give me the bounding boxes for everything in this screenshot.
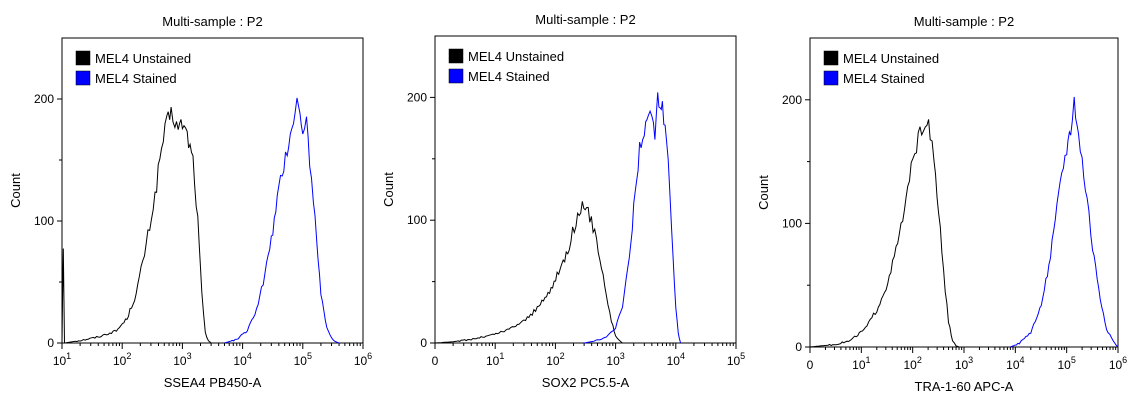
x-axis-label: SSEA4 PB450-A (164, 375, 262, 390)
x-tick-label: 102 (113, 351, 131, 368)
x-axis-label: SOX2 PC5.5-A (542, 375, 630, 390)
x-tick-label: 101 (486, 351, 504, 368)
plot-frame (61, 37, 364, 344)
legend-swatch (75, 50, 91, 66)
series-line-unstained (434, 201, 623, 344)
y-axis-label: Count (381, 172, 396, 207)
y-tick-label: 200 (34, 92, 54, 106)
y-axis-label: Count (756, 175, 771, 210)
x-tick-label: 102 (546, 351, 564, 368)
histogram-ssea4: Multi-sample : P2 0 100 200 Count 101 102 103 10… (8, 14, 372, 390)
x-tick-label: 104 (233, 351, 251, 368)
x-tick-label: 105 (1057, 355, 1075, 372)
legend-label: MEL4 Stained (468, 69, 550, 84)
x-tick-label: 102 (903, 355, 921, 372)
x-tick-label: 106 (354, 351, 372, 368)
x-tick-label: 105 (727, 351, 745, 368)
y-tick-label: 0 (420, 336, 427, 350)
x-tick-label: 0 (432, 354, 439, 368)
x-tick-label: 103 (955, 355, 973, 372)
x-axis-label: TRA-1-60 APC-A (915, 379, 1014, 394)
y-tick-label: 100 (782, 216, 802, 230)
series-line-stained (224, 97, 340, 344)
legend-swatch (823, 50, 839, 66)
legend-label: MEL4 Stained (843, 71, 925, 86)
histogram-panel-tra160: Multi-sample : P2 0 100 200 Count 0 101 102 103 1… (756, 0, 1133, 397)
chart-title: Multi-sample : P2 (535, 12, 635, 27)
legend-swatch (75, 70, 91, 86)
legend-swatch (448, 48, 464, 64)
y-tick-label: 200 (782, 93, 802, 107)
y-tick-label: 0 (47, 336, 54, 350)
series-line-stained (1010, 96, 1119, 348)
y-tick-label: 0 (795, 340, 802, 354)
x-tick-label: 104 (667, 351, 685, 368)
chart-title: Multi-sample : P2 (162, 14, 262, 29)
histogram-sox2: Multi-sample : P2 0 100 200 Count 0 101 102 103 1… (381, 12, 745, 390)
legend-swatch (448, 68, 464, 84)
series-line-unstained (61, 107, 212, 344)
y-tick-label: 100 (407, 213, 427, 227)
x-tick-label: 106 (1109, 355, 1127, 372)
histogram-panel-sox2: Multi-sample : P2 0 100 200 Count 0 101 102 103 1… (375, 0, 757, 397)
legend-label: MEL4 Unstained (468, 49, 564, 64)
y-tick-label: 100 (34, 214, 54, 228)
legend-label: MEL4 Stained (95, 71, 177, 86)
series-line-unstained (809, 119, 960, 348)
x-tick-label: 103 (173, 351, 191, 368)
y-tick-label: 200 (407, 90, 427, 104)
x-tick-label: 103 (606, 351, 624, 368)
x-tick-label: 101 (852, 355, 870, 372)
x-tick-label: 0 (807, 358, 814, 372)
histogram-panel-ssea4: Multi-sample : P2 0 100 200 Count 101 102 103 10… (0, 0, 375, 397)
histogram-tra160: Multi-sample : P2 0 100 200 Count 0 101 102 103 1… (756, 14, 1127, 394)
x-tick-label: 101 (53, 351, 71, 368)
x-tick-label: 104 (1006, 355, 1024, 372)
chart-title: Multi-sample : P2 (914, 14, 1014, 29)
legend-label: MEL4 Unstained (843, 51, 939, 66)
legend-label: MEL4 Unstained (95, 51, 191, 66)
x-tick-label: 105 (294, 351, 312, 368)
y-axis-label: Count (8, 173, 23, 208)
series-line-stained (584, 92, 682, 344)
legend-swatch (823, 70, 839, 86)
